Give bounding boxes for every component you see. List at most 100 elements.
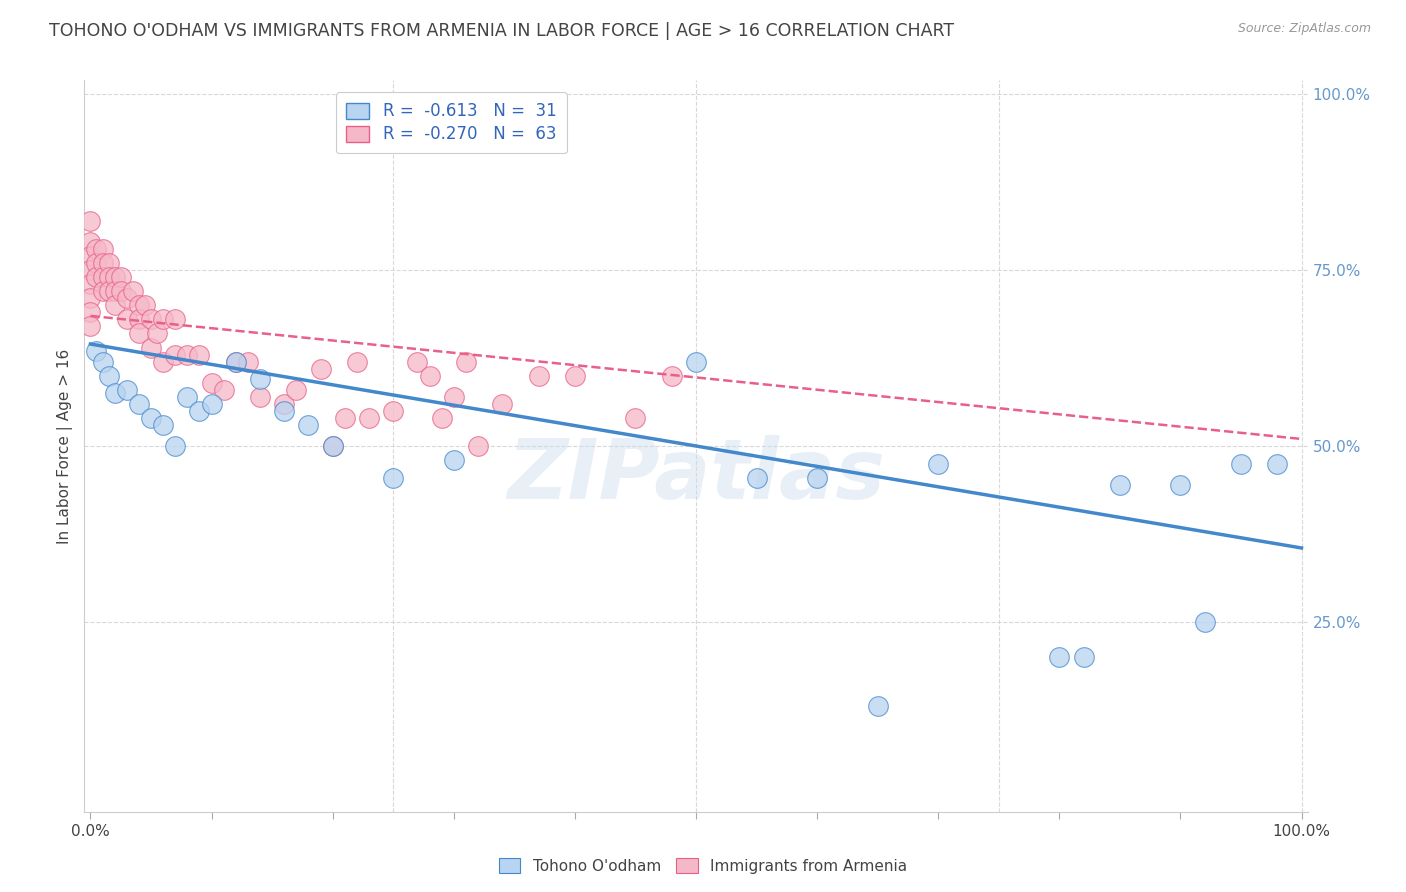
Point [443,453,465,467]
Point [79,263,101,277]
Point [200,397,222,411]
Point [564,368,586,383]
Point [454,354,477,368]
Point [1230,457,1253,471]
Point [86,242,108,256]
Point [661,368,683,383]
Point [91,242,114,256]
Point [418,368,440,383]
Point [104,285,127,299]
Point [333,410,356,425]
Point [225,354,247,368]
Point [121,285,143,299]
Point [1047,650,1070,665]
Point [152,417,174,432]
Point [382,470,405,484]
Point [134,298,156,312]
Point [188,348,211,362]
Point [285,383,308,397]
Text: TOHONO O'ODHAM VS IMMIGRANTS FROM ARMENIA IN LABOR FORCE | AGE > 16 CORRELATION : TOHONO O'ODHAM VS IMMIGRANTS FROM ARMENI… [49,22,955,40]
Point [249,372,271,386]
Point [91,285,114,299]
Point [624,410,647,425]
Point [139,410,162,425]
Point [322,439,344,453]
Point [110,270,132,285]
Point [104,386,127,401]
Point [200,376,222,390]
Point [104,298,127,312]
Point [165,348,187,362]
Text: ZIPatlas: ZIPatlas [508,434,884,516]
Point [79,305,101,319]
Point [297,417,319,432]
Point [443,390,465,404]
Point [1265,457,1288,471]
Point [91,270,114,285]
Point [382,404,405,418]
Point [152,312,174,326]
Point [212,383,235,397]
Point [79,277,101,292]
Point [430,410,453,425]
Point [165,312,187,326]
Point [139,341,162,355]
Point [249,390,271,404]
Point [86,256,108,270]
Point [1073,650,1095,665]
Point [79,319,101,334]
Text: Source: ZipAtlas.com: Source: ZipAtlas.com [1237,22,1371,36]
Point [79,214,101,228]
Point [128,298,150,312]
Point [745,470,768,484]
Point [406,354,429,368]
Point [491,397,513,411]
Point [110,285,132,299]
Point [273,404,295,418]
Point [97,270,120,285]
Point [236,354,259,368]
Point [346,354,368,368]
Point [86,344,108,359]
Point [322,439,344,453]
Point [309,361,332,376]
Point [146,326,169,341]
Point [79,291,101,305]
Point [225,354,247,368]
Legend: R =  -0.613   N =  31, R =  -0.270   N =  63: R = -0.613 N = 31, R = -0.270 N = 63 [336,92,567,153]
Point [115,291,138,305]
Point [927,457,949,471]
Point [104,270,127,285]
Point [97,285,120,299]
Point [165,439,187,453]
Point [139,312,162,326]
Point [1170,477,1192,491]
Point [128,397,150,411]
Point [97,368,120,383]
Point [115,383,138,397]
Point [128,312,150,326]
Point [1108,477,1130,491]
Point [188,404,211,418]
Point [806,470,828,484]
Point [128,326,150,341]
Point [79,249,101,263]
Point [115,312,138,326]
Point [1194,615,1216,629]
Point [79,235,101,249]
Point [86,270,108,285]
Y-axis label: In Labor Force | Age > 16: In Labor Force | Age > 16 [58,349,73,543]
Point [97,256,120,270]
Point [357,410,380,425]
Point [176,348,198,362]
Legend: Tohono O'odham, Immigrants from Armenia: Tohono O'odham, Immigrants from Armenia [494,852,912,880]
Point [527,368,550,383]
Point [467,439,489,453]
Point [91,354,114,368]
Point [866,699,889,714]
Point [176,390,198,404]
Point [91,256,114,270]
Point [152,354,174,368]
Point [685,354,707,368]
Point [273,397,295,411]
